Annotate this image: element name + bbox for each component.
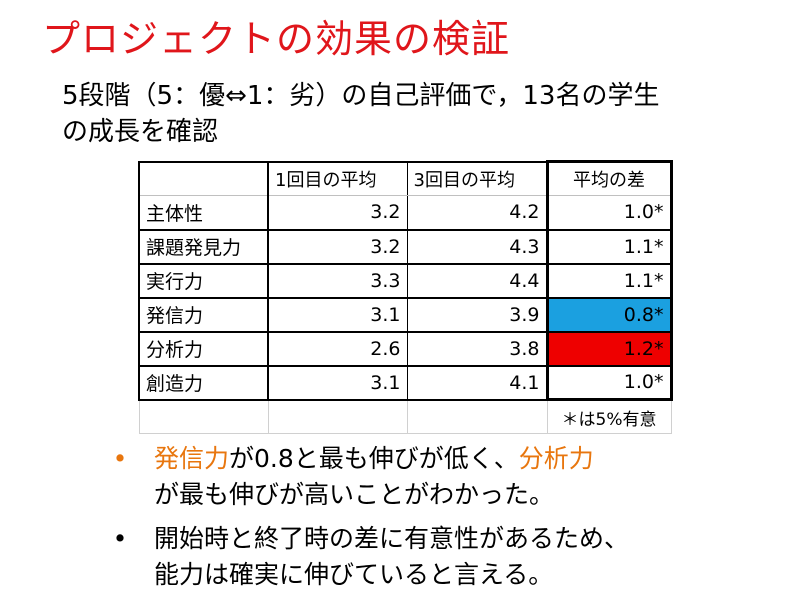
table-header-row: 1回目の平均 3回目の平均 平均の差 [138, 160, 673, 196]
bullet-line: 開始時と終了時の差に有意性があるため、 [154, 524, 630, 553]
slide-title: プロジェクトの効果の検証 [42, 17, 511, 61]
evaluation-table: 1回目の平均 3回目の平均 平均の差 主体性 3.2 4.2 1.0* 課題発見… [138, 160, 673, 434]
bullet-item: • 開始時と終了時の差に有意性があるため、 能力は確実に伸びていると言える。 [110, 521, 629, 593]
cell-difference: 1.0* [545, 365, 673, 401]
cell-third-average: 4.2 [406, 195, 548, 231]
table-row: 創造力 3.1 4.1 1.0* [138, 365, 673, 401]
cell-first-average: 3.1 [267, 297, 408, 333]
row-label: 課題発見力 [138, 229, 269, 265]
bullet-list: • 発信力が0.8と最も伸びが低く、分析力 が最も伸びが高いことがわかった。 •… [110, 441, 629, 593]
row-label: 発信力 [138, 297, 269, 333]
header-first-average: 1回目の平均 [267, 160, 408, 196]
empty-cell [267, 399, 408, 434]
keyword-bunsekiryoku: 分析力 [518, 444, 594, 473]
cell-third-average: 4.3 [406, 229, 548, 265]
cell-first-average: 3.3 [267, 263, 408, 299]
row-label: 実行力 [138, 263, 269, 299]
cell-difference: 1.1* [545, 263, 673, 299]
header-cell-empty [138, 160, 269, 196]
cell-third-average: 3.8 [406, 331, 548, 367]
intro-line-2: の成長を確認 [62, 117, 219, 147]
cell-third-average: 4.4 [406, 263, 548, 299]
cell-first-average: 3.1 [267, 365, 408, 401]
cell-difference: 1.1* [545, 229, 673, 265]
row-label: 分析力 [138, 331, 269, 367]
cell-third-average: 3.9 [406, 297, 548, 333]
intro-line-1: 5段階（5：優⇔1：劣）の自己評価で，13名の学生 [62, 81, 660, 111]
keyword-hasshinryoku: 発信力 [154, 444, 230, 473]
table-footnote-row: ＊は5%有意 [138, 398, 672, 434]
cell-difference-highlight-red: 1.2* [545, 331, 673, 367]
bullet-dot-icon: • [112, 524, 128, 553]
significance-footnote: ＊は5%有意 [546, 398, 672, 434]
cell-first-average: 3.2 [267, 229, 408, 265]
intro-text: 5段階（5：優⇔1：劣）の自己評価で，13名の学生 の成長を確認 [62, 78, 659, 150]
header-third-average: 3回目の平均 [406, 160, 548, 196]
bullet-item: • 発信力が0.8と最も伸びが低く、分析力 が最も伸びが高いことがわかった。 [110, 441, 629, 513]
table-row: 分析力 2.6 3.8 1.2* [138, 331, 673, 367]
table-row: 主体性 3.2 4.2 1.0* [138, 195, 673, 231]
cell-difference-highlight-blue: 0.8* [545, 297, 673, 333]
cell-first-average: 2.6 [267, 331, 408, 367]
bullet-line: 発信力が0.8と最も伸びが低く、分析力 [154, 441, 629, 477]
bullet-dot-icon: • [112, 444, 128, 473]
table-row: 発信力 3.1 3.9 0.8* [138, 297, 673, 333]
cell-first-average: 3.2 [267, 195, 408, 231]
table-row: 課題発見力 3.2 4.3 1.1* [138, 229, 673, 265]
bullet-line: 能力は確実に伸びていると言える。 [154, 560, 554, 589]
bullet-line: が最も伸びが高いことがわかった。 [154, 480, 555, 509]
table-row: 実行力 3.3 4.4 1.1* [138, 263, 673, 299]
row-label: 主体性 [138, 195, 269, 231]
cell-third-average: 4.1 [406, 365, 548, 401]
empty-cell [406, 399, 548, 434]
cell-difference: 1.0* [545, 195, 673, 231]
header-difference: 平均の差 [545, 160, 673, 196]
empty-cell [138, 399, 269, 434]
bullet-text: が0.8と最も伸びが低く、 [229, 444, 519, 473]
row-label: 創造力 [138, 365, 269, 401]
